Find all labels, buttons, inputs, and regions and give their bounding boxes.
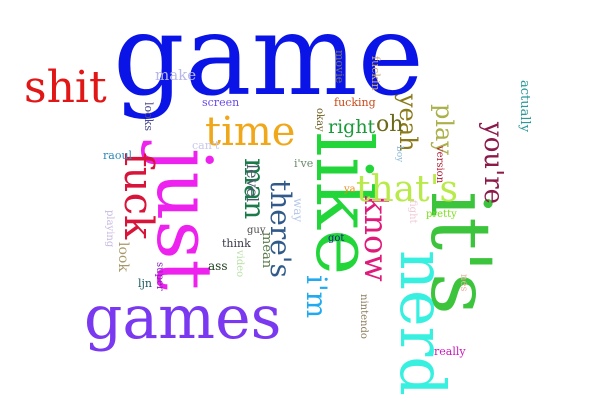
word: nintendo (358, 294, 369, 339)
word: fucking (334, 96, 376, 109)
word: that's (356, 169, 458, 210)
word: movie (333, 50, 346, 84)
word: playing (104, 210, 115, 248)
word: games (84, 283, 282, 353)
word: looks (142, 102, 155, 132)
word: guy (247, 225, 266, 236)
word: mean (259, 232, 274, 269)
word: version (434, 146, 445, 184)
word: ya (344, 184, 356, 195)
word: way (291, 198, 305, 223)
word: time (205, 109, 296, 155)
word: super (154, 262, 165, 291)
word: pretty (426, 209, 457, 220)
word: screen (202, 96, 240, 109)
word: think (222, 237, 251, 250)
word: actually (517, 80, 532, 133)
word: ass (208, 259, 228, 273)
word: really (434, 345, 466, 358)
word: video (234, 250, 245, 278)
word: shit (24, 62, 107, 113)
word: got (328, 233, 345, 244)
word: level (243, 164, 262, 203)
word: i've (294, 157, 314, 170)
word: okay (314, 108, 325, 132)
word: right (328, 116, 376, 138)
word: raoul (103, 149, 133, 162)
word: game (113, 0, 424, 121)
word: fight (407, 200, 418, 224)
word: fuckin (369, 56, 382, 91)
word: can't (192, 139, 220, 152)
word: nes (458, 274, 469, 292)
word: nerd (386, 250, 459, 396)
word: fuck (115, 152, 161, 240)
word: make (155, 66, 197, 84)
word: oh (376, 112, 404, 137)
word: i'm (300, 275, 333, 319)
word: ljn (138, 277, 153, 290)
word: you're (478, 122, 508, 205)
word: boy (394, 146, 404, 163)
word: look (115, 242, 131, 272)
